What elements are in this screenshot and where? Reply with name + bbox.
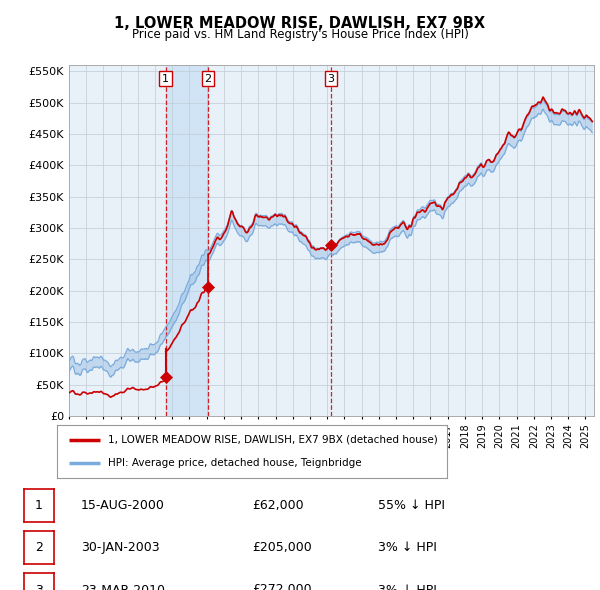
Text: 1, LOWER MEADOW RISE, DAWLISH, EX7 9BX: 1, LOWER MEADOW RISE, DAWLISH, EX7 9BX <box>115 16 485 31</box>
Text: 1, LOWER MEADOW RISE, DAWLISH, EX7 9BX (detached house): 1, LOWER MEADOW RISE, DAWLISH, EX7 9BX (… <box>108 435 437 445</box>
Text: Price paid vs. HM Land Registry's House Price Index (HPI): Price paid vs. HM Land Registry's House … <box>131 28 469 41</box>
Text: £205,000: £205,000 <box>252 541 312 554</box>
Text: 55% ↓ HPI: 55% ↓ HPI <box>378 499 445 512</box>
Text: 3% ↓ HPI: 3% ↓ HPI <box>378 541 437 554</box>
Text: 15-AUG-2000: 15-AUG-2000 <box>81 499 165 512</box>
Bar <box>166 65 208 416</box>
Text: 30-JAN-2003: 30-JAN-2003 <box>81 541 160 554</box>
Text: HPI: Average price, detached house, Teignbridge: HPI: Average price, detached house, Teig… <box>108 458 361 468</box>
Text: 1: 1 <box>35 499 43 512</box>
Text: 23-MAR-2010: 23-MAR-2010 <box>81 584 165 590</box>
Text: 2: 2 <box>35 541 43 554</box>
Text: £272,000: £272,000 <box>252 584 311 590</box>
Text: 1: 1 <box>162 74 169 84</box>
Text: 3% ↓ HPI: 3% ↓ HPI <box>378 584 437 590</box>
Text: 2: 2 <box>205 74 212 84</box>
Text: £62,000: £62,000 <box>252 499 304 512</box>
Text: 3: 3 <box>35 584 43 590</box>
Text: 3: 3 <box>328 74 334 84</box>
